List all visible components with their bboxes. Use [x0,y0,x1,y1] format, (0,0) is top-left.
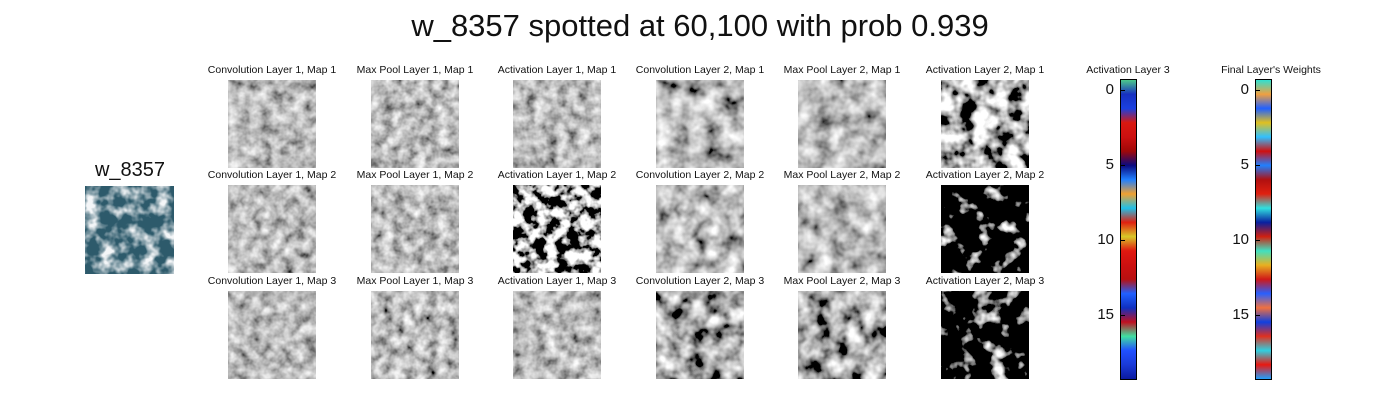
feature-map [656,185,744,273]
map-caption: Max Pool Layer 1, Map 2 [356,169,474,181]
feature-map [941,185,1029,273]
feature-map [941,291,1029,379]
map-caption: Activation Layer 2, Map 2 [925,169,1045,181]
map-caption: Convolution Layer 2, Map 3 [635,275,765,287]
colorbar-tick-mark [1121,240,1125,241]
map-caption: Convolution Layer 1, Map 2 [207,169,337,181]
colorbar-tick-mark [1256,165,1260,166]
figure-title: w_8357 spotted at 60,100 with prob 0.939 [411,8,989,43]
map-caption: Max Pool Layer 2, Map 1 [783,64,901,76]
activation-layer3-title: Activation Layer 3 [1086,64,1170,76]
map-caption: Convolution Layer 1, Map 1 [207,64,337,76]
feature-map [228,185,316,273]
map-caption: Convolution Layer 2, Map 2 [635,169,765,181]
feature-map [513,185,601,273]
map-caption: Activation Layer 2, Map 3 [925,275,1045,287]
colorbar-tick-label: 15 [1232,306,1249,323]
colorbar-tick-label: 0 [1240,81,1249,98]
final-weights-gradient [1256,80,1271,379]
map-caption: Max Pool Layer 1, Map 3 [356,275,474,287]
map-caption: Activation Layer 1, Map 1 [497,64,617,76]
feature-map [371,185,459,273]
map-caption: Activation Layer 2, Map 1 [925,64,1045,76]
feature-map [513,291,601,379]
feature-map [656,80,744,168]
feature-map [798,291,886,379]
activation-layer3-colorbar [1120,79,1137,380]
feature-map [941,80,1029,168]
feature-map [798,185,886,273]
feature-map [371,80,459,168]
colorbar-tick-mark [1256,240,1260,241]
colorbar-tick-label: 5 [1105,156,1114,173]
map-caption: Activation Layer 1, Map 2 [497,169,617,181]
colorbar-tick-label: 15 [1097,306,1114,323]
activation-layer3-gradient [1121,80,1136,379]
map-caption: Max Pool Layer 2, Map 2 [783,169,901,181]
input-label: w_8357 [94,159,166,181]
input-image [85,186,174,274]
feature-map [371,291,459,379]
final-weights-title: Final Layer's Weights [1221,64,1321,76]
colorbar-tick-mark [1121,165,1125,166]
feature-map [513,80,601,168]
map-caption: Activation Layer 1, Map 3 [497,275,617,287]
colorbar-tick-mark [1121,90,1125,91]
colorbar-tick-mark [1256,315,1260,316]
feature-map [228,291,316,379]
colorbar-tick-label: 10 [1232,231,1249,248]
colorbar-tick-label: 0 [1105,81,1114,98]
feature-map [228,80,316,168]
colorbar-tick-label: 5 [1240,156,1249,173]
feature-map [656,291,744,379]
map-caption: Max Pool Layer 1, Map 1 [356,64,474,76]
colorbar-tick-label: 10 [1097,231,1114,248]
map-caption: Max Pool Layer 2, Map 3 [783,275,901,287]
map-caption: Convolution Layer 2, Map 1 [635,64,765,76]
map-caption: Convolution Layer 1, Map 3 [207,275,337,287]
final-weights-colorbar [1255,79,1272,380]
colorbar-tick-mark [1256,90,1260,91]
feature-map [798,80,886,168]
colorbar-tick-mark [1121,315,1125,316]
